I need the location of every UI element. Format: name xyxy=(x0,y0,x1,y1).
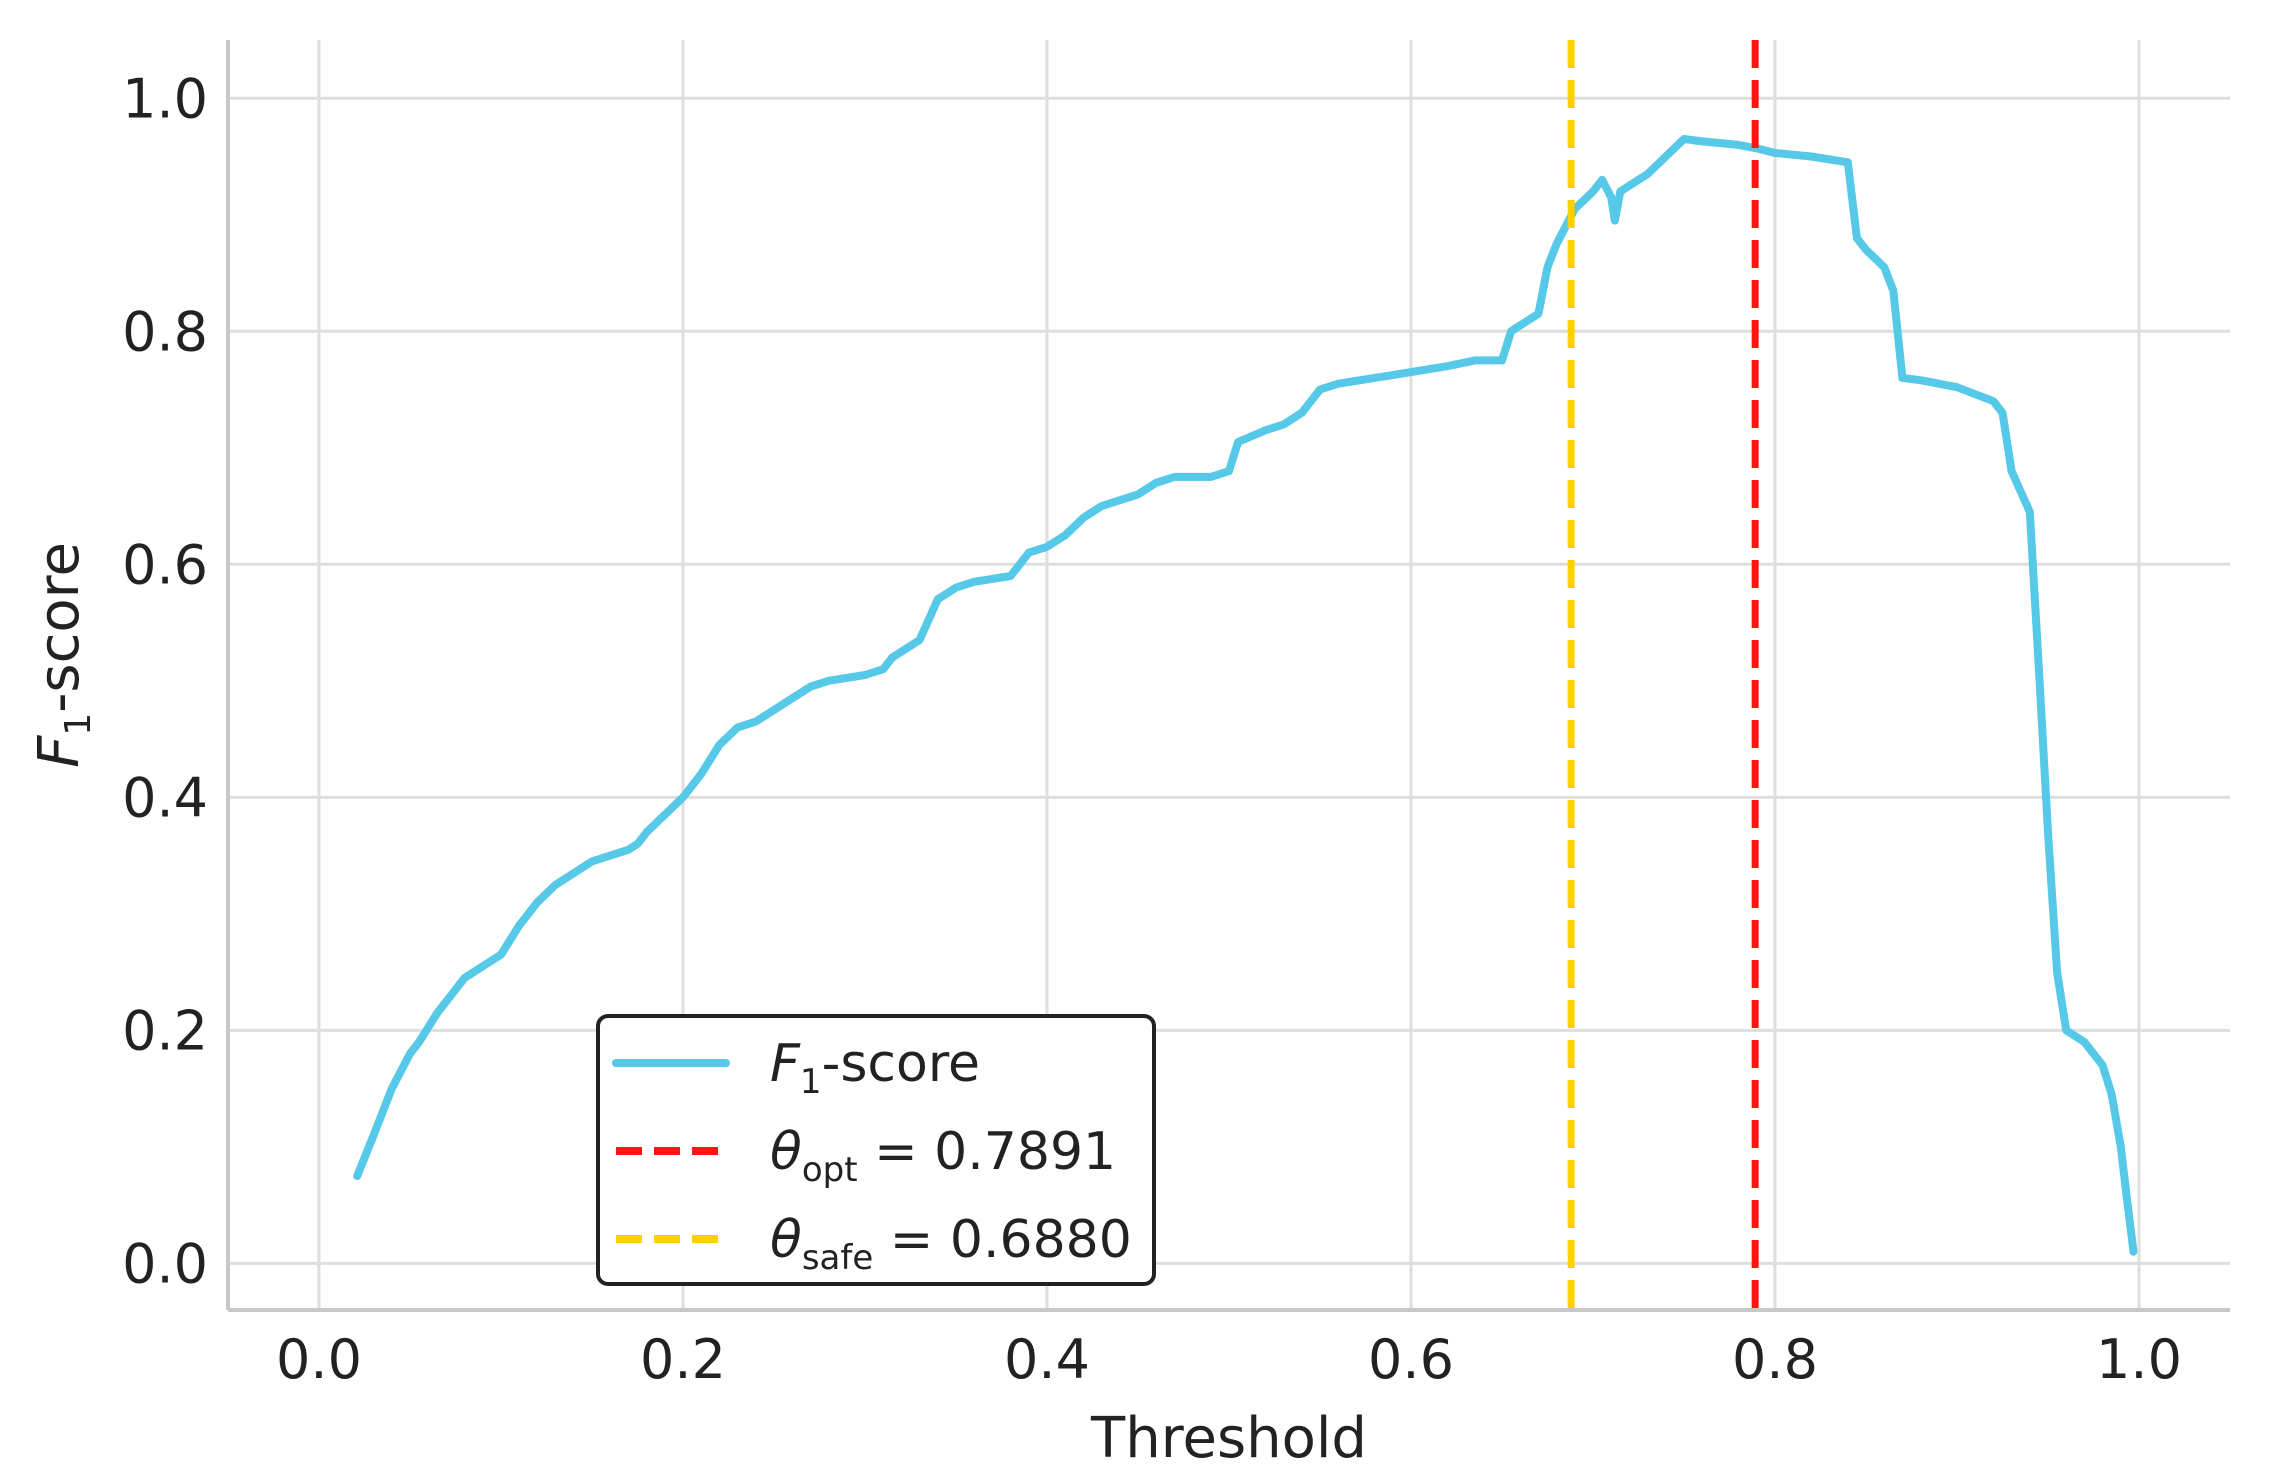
axes xyxy=(226,40,2230,1312)
legend-label-2: θsafe = 0.6880 xyxy=(770,1210,1132,1278)
legend-label-rest-2: = 0.6880 xyxy=(873,1210,1132,1270)
legend-label-rest-1: = 0.7891 xyxy=(858,1122,1117,1182)
x-tick-label-4: 0.8 xyxy=(1732,1328,1818,1391)
y-axis-label-main: F xyxy=(27,735,92,768)
y-tick-label-3: 0.6 xyxy=(122,533,208,596)
legend-label-1: θopt = 0.7891 xyxy=(770,1122,1116,1190)
legend-label-main-2: θ xyxy=(770,1210,802,1270)
x-tick-label-5: 1.0 xyxy=(2096,1328,2182,1391)
legend-label-0: F1-score xyxy=(770,1034,980,1102)
legend-label-rest-0: -score xyxy=(822,1034,981,1094)
y-axis-label: F1-score xyxy=(27,542,99,768)
legend-label-sub-2: safe xyxy=(802,1238,873,1278)
legend-label-main-0: F xyxy=(770,1034,801,1094)
y-tick-label-0: 0.0 xyxy=(122,1232,208,1295)
x-tick-label-1: 0.2 xyxy=(640,1328,726,1391)
y-tick-label-5: 1.0 xyxy=(122,67,208,130)
legend-box xyxy=(596,1014,1156,1286)
tick-labels: 0.0 0.2 0.4 0.6 0.8 1.0 0.0 0.2 0.4 0.6 0.8 1.0 xyxy=(122,67,2182,1391)
legend-label-sub-1: opt xyxy=(802,1150,858,1190)
x-tick-label-2: 0.4 xyxy=(1004,1328,1090,1391)
legend-label-sub-0: 1 xyxy=(800,1062,822,1102)
y-tick-label-4: 0.8 xyxy=(122,300,208,363)
x-axis-label: Threshold xyxy=(1090,1406,1367,1471)
y-tick-label-1: 0.2 xyxy=(122,999,208,1062)
series-layer xyxy=(353,135,2138,1256)
x-tick-label-0: 0.0 xyxy=(276,1328,362,1391)
y-axis-label-sub: 1 xyxy=(58,713,99,736)
legend-label-main-1: θ xyxy=(770,1122,802,1182)
y-axis-label-rest: -score xyxy=(27,542,92,713)
y-tick-label-2: 0.4 xyxy=(122,766,208,829)
threshold-lines xyxy=(1567,40,1759,1310)
grid xyxy=(228,40,2230,1310)
series-line-0 xyxy=(353,135,2138,1256)
x-tick-label-3: 0.6 xyxy=(1368,1328,1454,1391)
